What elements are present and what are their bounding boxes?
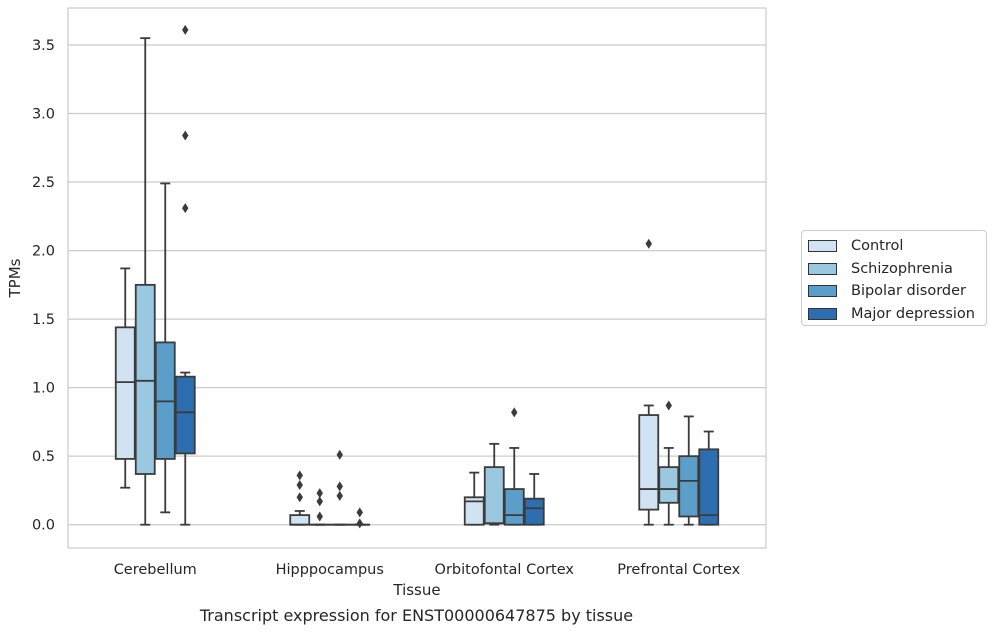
box-3-2: [678, 415, 700, 526]
box-body: [698, 448, 720, 526]
legend-swatch-control: [808, 240, 837, 253]
box-2-1: [483, 442, 505, 526]
y-tick-label: 1.5: [32, 312, 55, 328]
box-1-0: [289, 470, 311, 526]
outlier-point: [645, 238, 652, 249]
box-body: [174, 375, 196, 455]
legend-label-bipolar-disorder: Bipolar disorder: [851, 283, 966, 300]
box-1-3: [349, 507, 371, 529]
y-tick-label: 0.5: [32, 449, 55, 465]
x-tick-label: Hipppocampus: [276, 562, 384, 578]
box-0-0: [114, 267, 136, 489]
outlier-point: [336, 490, 343, 501]
x-tick-label: Prefrontal Cortex: [617, 562, 740, 578]
outlier-point: [316, 496, 323, 507]
box-body: [134, 283, 156, 475]
x-tick-label: Orbitofontal Cortex: [435, 562, 575, 578]
x-tick-label: Cerebellum: [114, 562, 197, 578]
outlier-point: [316, 488, 323, 499]
outlier-point: [356, 518, 363, 529]
box-0-2: [154, 182, 176, 514]
box-2-0: [463, 471, 485, 526]
legend-item-bipolar-disorder: Bipolar disorder: [808, 280, 986, 303]
x-axis-ticks: Cerebellum Hipppocampus Orbitofontal Corte…: [114, 562, 741, 578]
x-axis-label: Tissue: [392, 581, 440, 599]
outlier-point: [182, 130, 189, 141]
chart-caption: Transcript expression for ENST0000064787…: [199, 606, 634, 625]
y-axis-ticks: 0.0 0.5 1.0 1.5 2.0 2.5 3.0 3.5: [32, 38, 55, 534]
legend-item-major-depression: Major depression: [808, 303, 986, 326]
legend-label-schizophrenia: Schizophrenia: [851, 260, 953, 277]
legend-item-control: Control: [808, 235, 986, 258]
y-tick-label: 1.0: [32, 381, 55, 397]
box-body: [463, 496, 485, 526]
box-plots: [114, 24, 720, 529]
box-1-2: [329, 449, 351, 526]
box-body: [638, 414, 660, 511]
box-body: [483, 466, 505, 525]
box-body: [289, 514, 311, 526]
box-2-3: [523, 473, 545, 526]
outlier-point: [665, 400, 672, 411]
outlier-point: [336, 449, 343, 460]
outlier-point: [296, 479, 303, 490]
legend-swatch-schizophrenia: [808, 262, 837, 275]
box-body: [678, 455, 700, 518]
outlier-point: [182, 203, 189, 214]
box-1-1: [309, 488, 331, 526]
legend-swatch-bipolar-disorder: [808, 285, 837, 298]
y-tick-label: 2.0: [32, 244, 55, 260]
box-0-1: [134, 37, 156, 526]
legend: Control Schizophrenia Bipolar disorder M…: [801, 230, 987, 326]
box-body: [523, 497, 545, 526]
outlier-point: [296, 470, 303, 481]
box-0-3: [174, 24, 196, 526]
outlier-point: [296, 492, 303, 503]
outlier-point: [511, 407, 518, 418]
outlier-point: [316, 511, 323, 522]
y-tick-label: 3.0: [32, 107, 55, 123]
outlier-point: [182, 24, 189, 35]
legend-item-schizophrenia: Schizophrenia: [808, 258, 986, 281]
outlier-point: [356, 507, 363, 518]
legend-label-major-depression: Major depression: [851, 305, 975, 322]
box-3-0: [638, 238, 660, 526]
box-body: [114, 326, 136, 460]
y-tick-label: 3.5: [32, 38, 55, 54]
outlier-point: [336, 481, 343, 492]
box-3-1: [658, 400, 680, 526]
box-2-2: [503, 407, 525, 526]
box-body: [658, 466, 680, 504]
legend-swatch-major-depression: [808, 307, 837, 320]
y-tick-label: 2.5: [32, 175, 55, 191]
box-body: [503, 488, 525, 526]
y-tick-label: 0.0: [32, 518, 55, 534]
y-axis-label: TPMs: [6, 258, 24, 298]
legend-label-control: Control: [851, 238, 904, 255]
box-3-3: [698, 430, 720, 526]
